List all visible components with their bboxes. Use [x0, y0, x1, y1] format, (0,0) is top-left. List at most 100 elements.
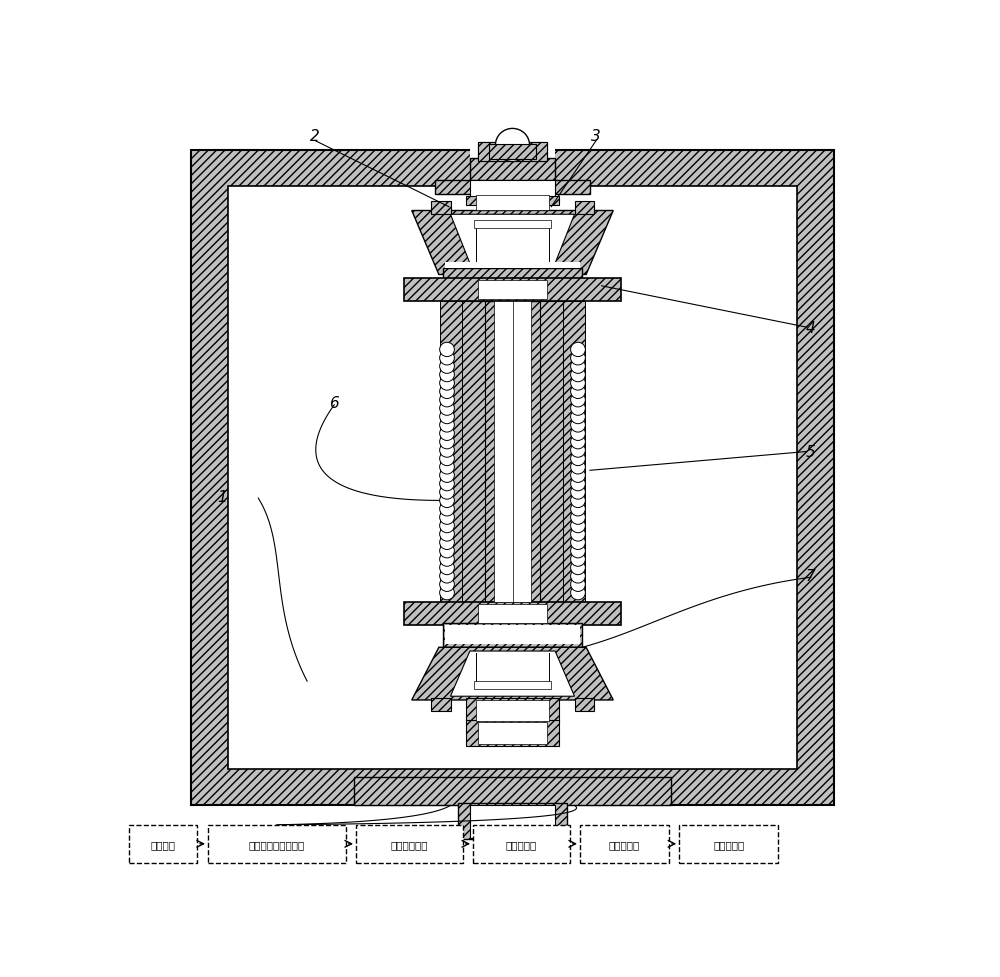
Bar — [476, 701, 549, 721]
Bar — [478, 722, 547, 744]
Bar — [191, 151, 834, 806]
Circle shape — [440, 561, 454, 575]
Polygon shape — [412, 648, 613, 701]
Circle shape — [571, 343, 585, 358]
Bar — [470, 805, 555, 838]
Circle shape — [440, 493, 454, 508]
Polygon shape — [450, 215, 574, 264]
Bar — [445, 626, 580, 645]
Bar — [470, 158, 555, 188]
Circle shape — [440, 502, 454, 517]
Text: 5: 5 — [806, 445, 816, 459]
Text: 激励电路: 激励电路 — [150, 839, 175, 849]
Circle shape — [571, 544, 585, 558]
Bar — [494, 302, 531, 603]
Circle shape — [440, 577, 454, 592]
Text: 单级线圈索力传感器: 单级线圈索力传感器 — [249, 839, 305, 849]
Bar — [466, 721, 559, 746]
Bar — [574, 201, 594, 215]
Text: 数模转换器: 数模转换器 — [713, 839, 744, 849]
Bar — [129, 826, 197, 863]
Circle shape — [440, 544, 454, 558]
Circle shape — [440, 460, 454, 475]
Circle shape — [440, 418, 454, 433]
Bar — [478, 143, 547, 161]
Circle shape — [440, 402, 454, 416]
Bar — [460, 302, 485, 603]
Circle shape — [571, 444, 585, 458]
Circle shape — [440, 570, 454, 583]
Bar — [435, 181, 590, 194]
Text: 2: 2 — [310, 129, 320, 145]
Bar — [580, 826, 669, 863]
Bar — [445, 263, 580, 270]
Circle shape — [571, 577, 585, 592]
Circle shape — [440, 444, 454, 458]
Circle shape — [440, 352, 454, 365]
Circle shape — [571, 368, 585, 382]
Polygon shape — [450, 652, 574, 697]
Circle shape — [440, 535, 454, 550]
Bar — [470, 144, 555, 188]
Circle shape — [571, 393, 585, 407]
Text: 3: 3 — [591, 129, 601, 145]
Circle shape — [571, 586, 585, 600]
Circle shape — [495, 129, 530, 162]
Circle shape — [440, 410, 454, 424]
Circle shape — [571, 360, 585, 374]
Circle shape — [571, 535, 585, 550]
Bar — [466, 699, 559, 723]
Circle shape — [440, 586, 454, 600]
Bar — [443, 623, 582, 648]
Bar — [574, 698, 594, 711]
Circle shape — [571, 352, 585, 365]
Text: 前置放大电路: 前置放大电路 — [391, 839, 428, 849]
Circle shape — [440, 385, 454, 400]
Circle shape — [440, 368, 454, 382]
Text: 4: 4 — [806, 320, 816, 335]
Bar — [476, 196, 549, 211]
Bar — [440, 302, 462, 603]
Bar — [478, 604, 547, 623]
Bar — [489, 145, 536, 160]
Circle shape — [440, 511, 454, 525]
Circle shape — [440, 343, 454, 358]
Circle shape — [571, 486, 585, 499]
Bar — [563, 302, 585, 603]
Polygon shape — [412, 211, 613, 276]
Bar — [356, 826, 463, 863]
Circle shape — [571, 451, 585, 466]
Circle shape — [440, 360, 454, 374]
Circle shape — [571, 402, 585, 416]
Circle shape — [440, 376, 454, 391]
Circle shape — [440, 528, 454, 541]
Bar — [540, 302, 565, 603]
Bar — [474, 682, 551, 689]
Bar — [404, 279, 621, 302]
Circle shape — [571, 528, 585, 541]
Circle shape — [571, 435, 585, 449]
Circle shape — [571, 502, 585, 517]
Circle shape — [571, 570, 585, 583]
Circle shape — [571, 427, 585, 441]
Circle shape — [571, 469, 585, 483]
Bar — [208, 826, 346, 863]
Circle shape — [440, 435, 454, 449]
Bar — [458, 803, 567, 839]
Bar — [474, 221, 551, 229]
Circle shape — [440, 451, 454, 466]
Circle shape — [571, 385, 585, 400]
Circle shape — [571, 493, 585, 508]
Bar — [431, 201, 450, 215]
Circle shape — [440, 477, 454, 491]
Bar — [679, 826, 778, 863]
Circle shape — [571, 410, 585, 424]
Circle shape — [571, 376, 585, 391]
Bar — [470, 181, 555, 197]
Circle shape — [571, 418, 585, 433]
Circle shape — [440, 393, 454, 407]
Circle shape — [571, 460, 585, 475]
Circle shape — [440, 469, 454, 483]
Bar — [228, 188, 797, 770]
Circle shape — [440, 427, 454, 441]
